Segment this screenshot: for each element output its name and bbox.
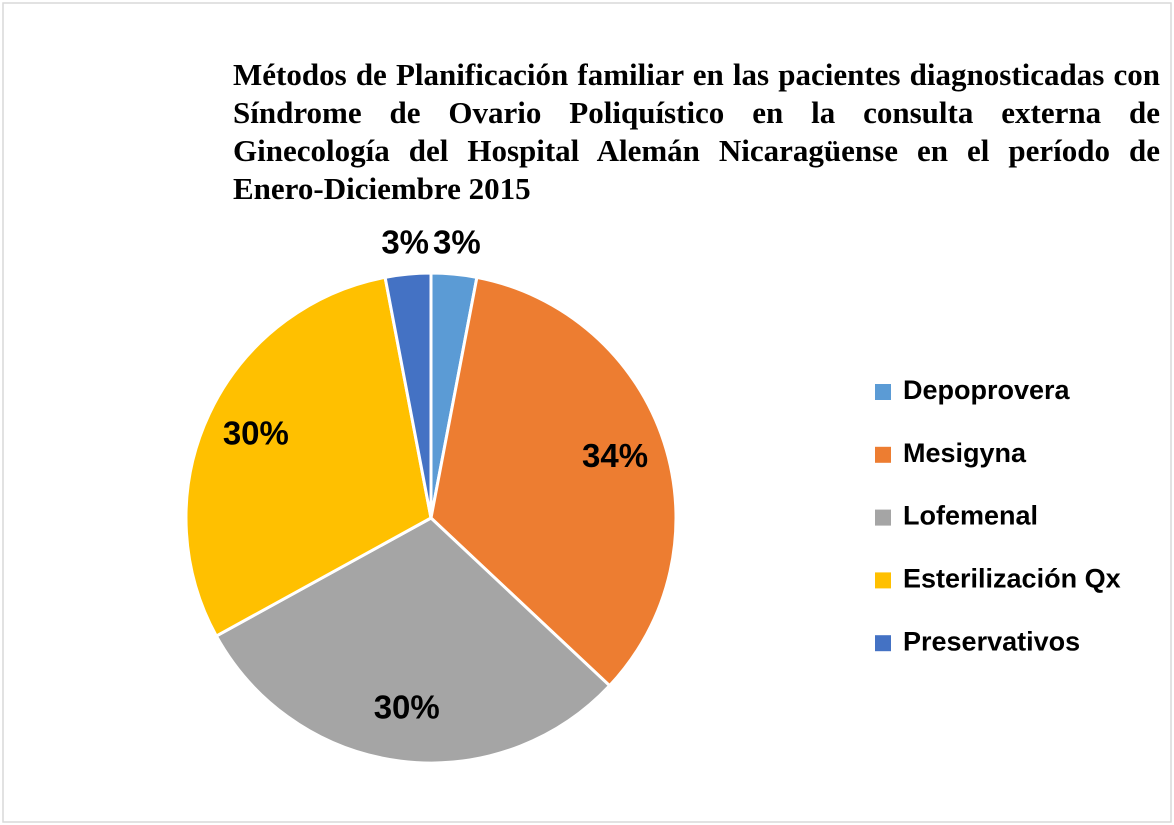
data-label: 3% xyxy=(381,224,429,261)
legend-label: Preservativos xyxy=(903,626,1080,656)
pie-slice xyxy=(214,516,612,765)
data-label: 3% xyxy=(433,224,481,261)
legend-swatch xyxy=(875,635,891,652)
data-label: 30% xyxy=(223,414,289,451)
legend-swatch xyxy=(875,384,891,400)
data-label: 30% xyxy=(374,689,440,726)
legend-label: Mesigyna xyxy=(903,438,1027,468)
data-label: 34% xyxy=(582,437,648,474)
legend-label: Lofemenal xyxy=(903,501,1038,531)
pie-slice xyxy=(184,275,433,639)
pie-slice xyxy=(383,271,433,519)
chart-title: Métodos de Planificación familiar en las… xyxy=(233,57,1160,206)
legend-swatch xyxy=(875,572,891,589)
legend-swatch xyxy=(875,446,891,463)
legend-label: Depoprovera xyxy=(903,375,1071,405)
legend-label: Esterilización Qx xyxy=(903,564,1121,594)
legend-swatch xyxy=(875,509,891,526)
pie-slice xyxy=(429,275,678,688)
